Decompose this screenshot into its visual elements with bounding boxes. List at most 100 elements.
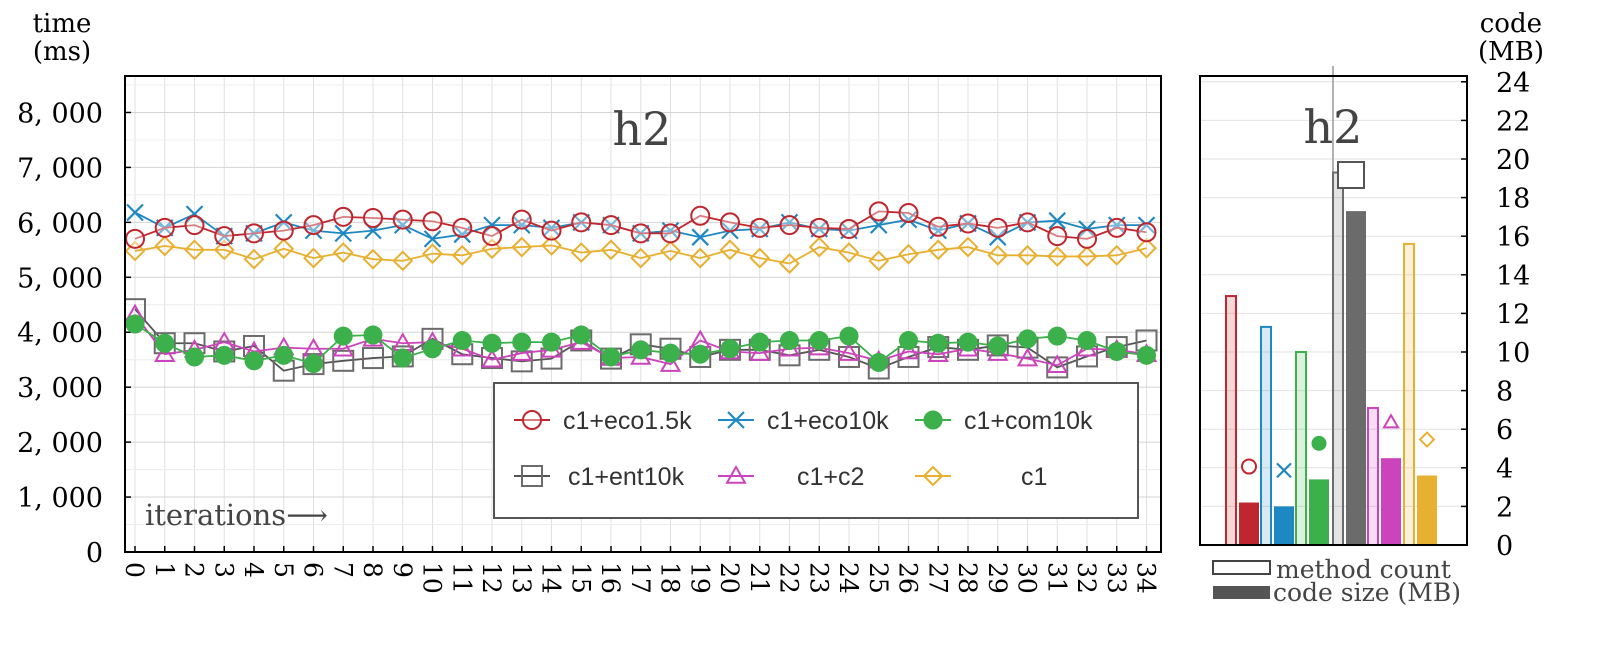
legend-label: c1+eco10k: [767, 407, 889, 435]
data-point: [363, 325, 383, 345]
data-point: [689, 247, 711, 269]
data-point: [923, 410, 943, 430]
x-tick-label: 13: [507, 562, 536, 594]
bar-code-size: [1274, 506, 1294, 545]
data-point: [482, 226, 502, 247]
data-point: [720, 212, 740, 233]
x-tick-label: 8: [358, 562, 387, 578]
data-point: [512, 332, 532, 352]
data-point: [334, 224, 353, 243]
bar-code-size: [1239, 502, 1259, 545]
series-line: [134, 244, 1147, 265]
data-point: [273, 238, 295, 260]
data-point: [213, 239, 235, 261]
data-point: [214, 345, 234, 365]
legend-label: c1+eco1.5k: [563, 407, 692, 435]
x-tick-label: 19: [685, 562, 714, 594]
bar-method-count: [1332, 171, 1344, 546]
data-point: [600, 239, 622, 261]
bar-code-size: [1381, 458, 1401, 545]
data-point: [541, 220, 562, 241]
legend-label: c1+com10k: [964, 407, 1093, 435]
data-point: [898, 243, 919, 265]
data-point: [928, 216, 949, 237]
y-tick-label: 6, 000: [17, 208, 103, 239]
data-point: [631, 340, 651, 360]
x-tick-label: 14: [537, 562, 566, 594]
legend-label-method-count: method count: [1276, 555, 1451, 584]
legend-label: c1+ent10k: [568, 463, 685, 491]
data-point: [1106, 244, 1128, 266]
data-point: [452, 330, 472, 350]
data-point: [332, 242, 354, 263]
data-point: [809, 217, 830, 238]
data-point: [928, 333, 948, 353]
data-point: [452, 217, 473, 238]
bar-y-tick-label: 18: [1496, 184, 1530, 215]
legend-label: c1: [1021, 463, 1047, 491]
data-point: [1276, 462, 1292, 479]
data-point: [571, 325, 591, 345]
data-point: [779, 253, 800, 274]
bar-y-axis-label-line1: code: [1480, 9, 1542, 39]
data-point: [660, 223, 681, 244]
x-tick-label: 12: [477, 562, 506, 594]
data-point: [125, 228, 145, 249]
data-point: [958, 332, 978, 352]
series-c1-com10k: [125, 314, 1156, 374]
data-point: [1017, 212, 1038, 233]
data-point: [154, 235, 176, 257]
data-point: [749, 247, 771, 269]
data-point: [185, 205, 204, 223]
data-point: [869, 352, 889, 372]
x-tick-label: 9: [388, 562, 417, 578]
data-point: [749, 342, 771, 361]
data-point: [362, 248, 384, 270]
x-tick-label: 34: [1132, 562, 1161, 594]
data-point: [522, 410, 542, 430]
x-tick-label: 0: [120, 562, 149, 578]
legend-swatch-method-count: [1212, 560, 1271, 575]
data-point: [601, 215, 621, 236]
x-tick-label: 22: [775, 562, 804, 594]
data-point: [392, 250, 414, 272]
data-point: [1018, 329, 1037, 349]
y-axis-label-line1: time: [33, 9, 92, 39]
legend-entry: c1+ent10k: [514, 463, 685, 491]
data-point: [838, 242, 860, 263]
data-point: [927, 343, 949, 362]
data-point: [511, 209, 532, 230]
data-point: [333, 206, 354, 227]
bar-y-tick-label: 2: [1496, 492, 1513, 523]
data-point: [809, 330, 829, 350]
data-point: [126, 203, 144, 222]
data-point: [725, 464, 747, 484]
data-point: [483, 216, 501, 234]
data-point: [1137, 345, 1156, 365]
data-point: [868, 250, 890, 272]
legend-entry: c1: [915, 463, 1047, 491]
data-point: [303, 215, 324, 236]
x-tick-label: 7: [328, 562, 357, 578]
data-point: [838, 342, 860, 361]
data-point: [511, 236, 533, 258]
data-point: [957, 236, 979, 258]
data-point: [927, 239, 949, 261]
bar-method-count: [1367, 406, 1379, 546]
legend: c1+eco1.5k c1+eco10k c1+com10k c1+ent10k c1+…: [493, 382, 1139, 519]
series-layer: [125, 201, 1158, 382]
data-point: [630, 223, 651, 244]
data-point: [423, 339, 442, 359]
x-tick-label: 26: [894, 562, 923, 594]
x-tick-label: 16: [596, 562, 625, 594]
data-point: [659, 353, 682, 372]
y-tick-label: 8, 000: [17, 98, 103, 129]
x-tick-label: 2: [180, 562, 209, 578]
bar-y-tick-label: 6: [1496, 415, 1513, 446]
data-point: [1382, 413, 1400, 429]
bar-plot-frame: [1199, 75, 1468, 546]
x-tick-label: 24: [834, 562, 863, 594]
data-point: [1016, 347, 1039, 367]
